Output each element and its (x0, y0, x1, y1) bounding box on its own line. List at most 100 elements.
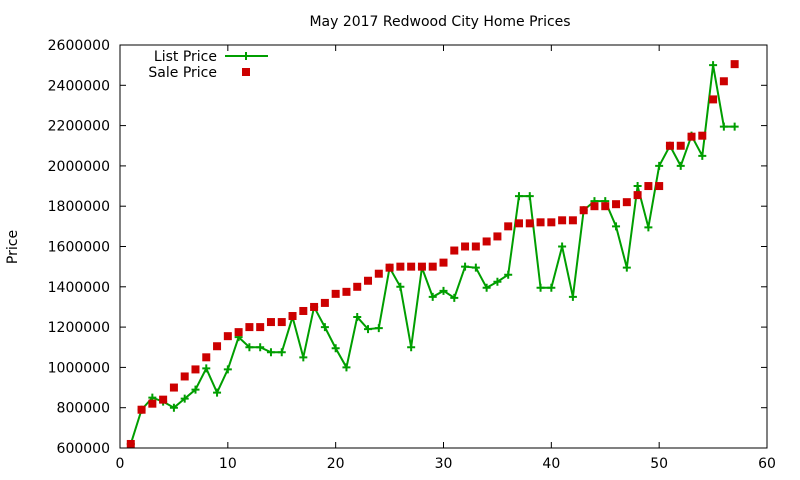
data-point-sale-price (374, 269, 383, 278)
data-point-sale-price (633, 191, 642, 200)
data-point-list-price (374, 324, 383, 333)
data-point-list-price (612, 222, 621, 231)
data-point-sale-price (709, 95, 718, 104)
data-point-list-price (266, 348, 275, 357)
y-tick-label: 1800000 (48, 199, 110, 215)
data-point-list-price (493, 277, 502, 286)
data-point-sale-price (202, 353, 211, 362)
data-point-list-price (568, 292, 577, 301)
y-axis-label: Price (5, 230, 21, 264)
legend: List Price Sale Price (148, 49, 268, 81)
data-point-sale-price (126, 439, 135, 448)
y-tick-label: 1200000 (48, 320, 110, 336)
x-tick-label: 40 (542, 456, 560, 472)
x-tick-label: 20 (327, 456, 345, 472)
data-point-list-price (331, 344, 340, 353)
data-point-list-price (698, 151, 707, 160)
data-point-sale-price (525, 219, 534, 228)
data-point-sale-price (331, 289, 340, 298)
data-point-list-price (622, 263, 631, 272)
data-point-sale-price (213, 342, 222, 351)
legend-label-sale-price: Sale Price (148, 65, 217, 81)
data-point-list-price (482, 283, 491, 292)
data-point-list-price (633, 182, 642, 191)
legend-label-list-price: List Price (154, 49, 217, 65)
x-tick-label: 30 (435, 456, 453, 472)
data-point-list-price (223, 365, 232, 374)
data-point-list-price (277, 348, 286, 357)
data-point-sale-price (730, 60, 739, 69)
data-point-sale-price (547, 218, 556, 227)
data-point-sale-price (558, 216, 567, 225)
data-point-sale-price (299, 306, 308, 315)
data-point-sale-price (514, 219, 523, 228)
data-point-list-price (180, 394, 189, 403)
data-point-sale-price (364, 276, 373, 285)
data-point-sale-price (622, 198, 631, 207)
data-point-sale-price (180, 372, 189, 381)
data-point-list-price (320, 323, 329, 332)
data-point-sale-price (493, 232, 502, 241)
data-point-list-price (558, 242, 567, 251)
data-point-sale-price (159, 395, 168, 404)
data-point-sale-price (256, 323, 265, 332)
chart-marks: 0 10 20 30 40 50 60 600000 800000 1000000 1200000 1… (48, 38, 776, 472)
data-point-sale-price (687, 132, 696, 141)
data-point-list-price (191, 385, 200, 394)
data-point-list-price (536, 283, 545, 292)
data-point-sale-price (288, 312, 297, 321)
data-point-sale-price (148, 399, 157, 408)
data-point-list-price (256, 343, 265, 352)
y-tick-label: 1600000 (48, 240, 110, 256)
data-point-sale-price (277, 318, 286, 327)
data-point-sale-price (266, 318, 275, 327)
data-point-sale-price (320, 298, 329, 307)
x-tick-label: 50 (650, 456, 668, 472)
y-tick-label: 2200000 (48, 119, 110, 135)
chart-title: May 2017 Redwood City Home Prices (309, 14, 570, 30)
data-point-sale-price (450, 246, 459, 255)
data-point-list-price (547, 283, 556, 292)
data-point-sale-price (191, 365, 200, 374)
data-point-sale-price (719, 77, 728, 86)
y-tick-label: 800000 (57, 401, 110, 417)
data-point-list-price (514, 192, 523, 201)
data-point-sale-price (568, 216, 577, 225)
data-point-list-price (245, 343, 254, 352)
data-point-list-price (525, 192, 534, 201)
data-point-sale-price (245, 323, 254, 332)
data-point-list-price (353, 313, 362, 322)
data-point-list-price (299, 353, 308, 362)
data-point-sale-price (417, 262, 426, 271)
data-point-list-price (450, 293, 459, 302)
data-point-sale-price (612, 200, 621, 209)
data-point-sale-price (644, 182, 653, 191)
data-point-list-price (169, 403, 178, 412)
data-point-list-price (364, 325, 373, 334)
data-point-list-price (439, 286, 448, 295)
x-tick-label: 10 (219, 456, 237, 472)
data-point-sale-price (439, 258, 448, 267)
data-point-sale-price (536, 218, 545, 227)
data-point-sale-price (234, 328, 243, 337)
data-point-list-price (407, 343, 416, 352)
data-point-sale-price (655, 182, 664, 191)
data-point-sale-price (665, 141, 674, 150)
data-point-list-price (428, 292, 437, 301)
y-tick-label: 600000 (57, 441, 110, 457)
data-point-list-price (471, 263, 480, 272)
data-point-sale-price (698, 131, 707, 140)
data-point-list-price (202, 364, 211, 373)
data-point-sale-price (461, 242, 470, 251)
series-line-list-price (129, 64, 735, 445)
data-point-sale-price (137, 405, 146, 414)
data-point-list-price (213, 388, 222, 397)
data-point-sale-price (676, 141, 685, 150)
data-point-list-price (730, 122, 739, 131)
data-point-sale-price (407, 262, 416, 271)
data-point-sale-price (353, 282, 362, 291)
data-point-sale-price (169, 383, 178, 392)
data-point-sale-price (223, 332, 232, 341)
data-point-list-price (461, 262, 470, 271)
